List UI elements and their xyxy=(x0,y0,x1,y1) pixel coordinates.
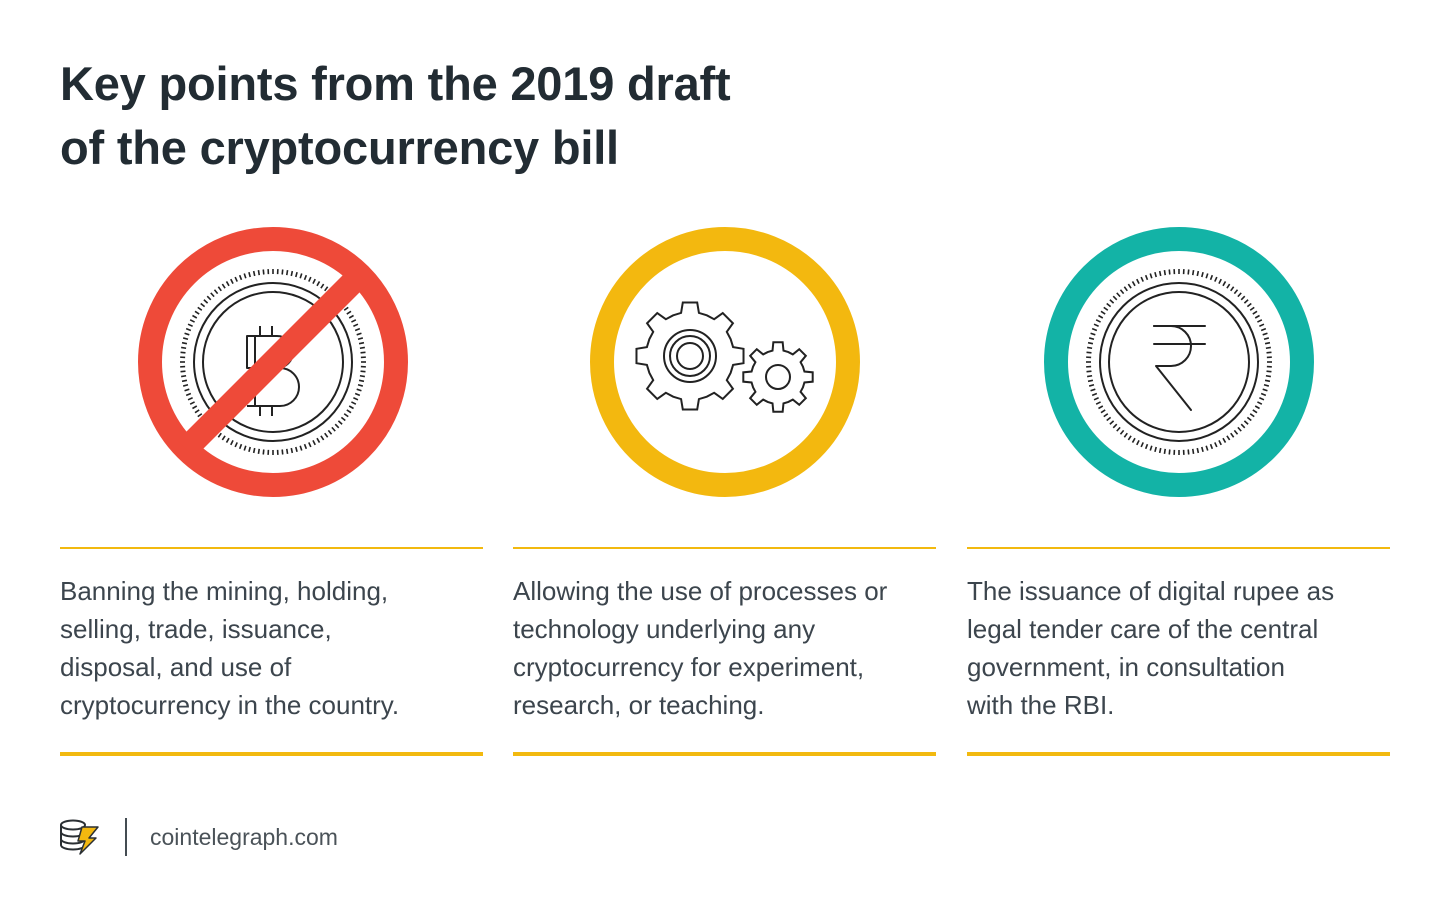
title-line-1: Key points from the 2019 draft xyxy=(60,57,731,110)
point-allowance: Allowing the use of processes or technol… xyxy=(513,547,936,756)
point-line: The issuance of digital rupee as xyxy=(967,576,1335,606)
point-digital-rupee: The issuance of digital rupee as legal t… xyxy=(967,547,1390,756)
point-line: selling, trade, issuance, xyxy=(60,614,332,644)
point-line: disposal, and use of xyxy=(60,652,292,682)
footer: cointelegraph.com xyxy=(58,816,458,858)
point-line: legal tender care of the central xyxy=(967,614,1319,644)
cointelegraph-logo-icon xyxy=(60,819,99,855)
point-line: Allowing the use of processes or xyxy=(513,576,888,606)
point-line: Banning the mining, holding, xyxy=(60,576,389,606)
point-line: with the RBI. xyxy=(967,690,1115,720)
site-url[interactable]: cointelegraph.com xyxy=(150,824,338,850)
rupee-coin-icon xyxy=(1044,227,1314,497)
footer-divider xyxy=(125,818,127,856)
point-line: research, or teaching. xyxy=(513,690,765,720)
page-title: Key points from the 2019 draft of the cr… xyxy=(60,52,960,180)
point-line: technology underlying any xyxy=(513,614,816,644)
bitcoin-ban-icon xyxy=(138,227,408,497)
point-text: The issuance of digital rupee as legal t… xyxy=(967,572,1390,724)
point-line: cryptocurrency in the country. xyxy=(60,690,400,720)
point-line: cryptocurrency for experiment, xyxy=(513,652,865,682)
point-text: Banning the mining, holding, selling, tr… xyxy=(60,572,483,724)
point-text: Allowing the use of processes or technol… xyxy=(513,572,936,724)
point-line: government, in consultation xyxy=(967,652,1285,682)
title-line-2: of the cryptocurrency bill xyxy=(60,121,619,174)
point-ban: Banning the mining, holding, selling, tr… xyxy=(60,547,483,756)
gears-icon xyxy=(590,227,860,497)
